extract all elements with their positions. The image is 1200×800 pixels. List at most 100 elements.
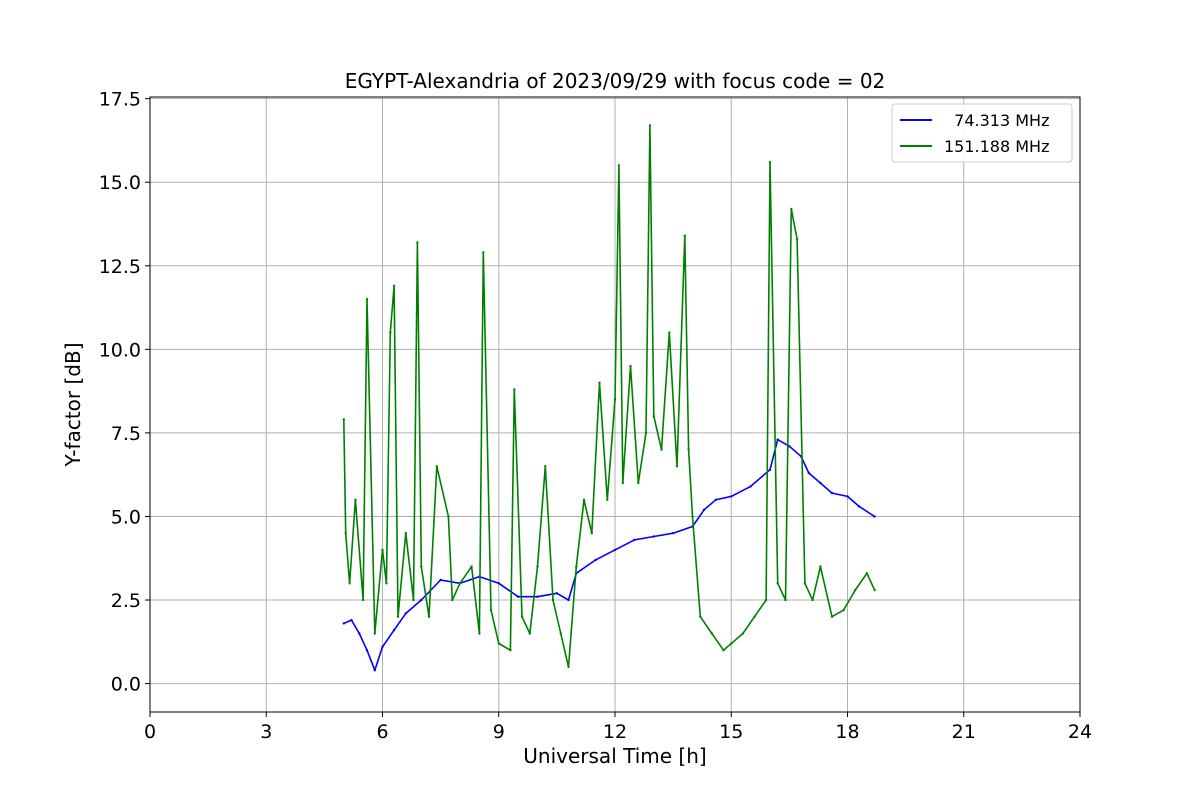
data-point xyxy=(873,515,876,518)
data-point xyxy=(613,398,617,401)
data-point xyxy=(784,598,787,602)
data-point xyxy=(687,448,690,451)
data-point xyxy=(350,618,353,622)
data-point xyxy=(420,565,423,568)
data-point xyxy=(544,465,547,468)
data-point xyxy=(470,565,473,568)
data-point xyxy=(497,582,500,585)
data-point xyxy=(633,538,636,542)
data-point xyxy=(865,572,869,575)
data-point xyxy=(683,234,686,237)
data-point xyxy=(846,495,849,498)
data-point xyxy=(606,498,609,501)
series-1 xyxy=(342,124,876,669)
data-point xyxy=(344,532,347,535)
data-point xyxy=(741,632,745,635)
x-tick-label: 18 xyxy=(835,721,859,743)
data-point xyxy=(830,615,834,618)
data-point xyxy=(404,532,407,535)
data-point xyxy=(536,565,539,568)
data-point xyxy=(509,649,512,652)
data-point xyxy=(668,331,671,334)
y-tick-label: 10.0 xyxy=(99,339,141,361)
data-point xyxy=(768,468,772,471)
data-point xyxy=(819,481,822,485)
data-point xyxy=(637,481,640,485)
y-tick-label: 2.5 xyxy=(111,590,141,612)
chart-title: EGYPT-Alexandria of 2023/09/29 with focu… xyxy=(345,69,886,93)
data-point xyxy=(342,622,345,625)
x-tick-label: 3 xyxy=(260,721,272,743)
data-point xyxy=(482,251,485,254)
data-point xyxy=(559,632,562,635)
legend-label: 151.188 MHz xyxy=(944,137,1049,156)
x-tick-label: 24 xyxy=(1068,721,1092,743)
data-point xyxy=(489,608,493,612)
data-point xyxy=(621,481,624,485)
data-point xyxy=(412,598,415,602)
data-point xyxy=(348,582,351,585)
data-point xyxy=(590,532,593,535)
plot-area xyxy=(342,124,876,672)
data-point xyxy=(613,548,617,552)
data-point xyxy=(594,558,597,562)
data-point xyxy=(753,615,756,618)
data-point xyxy=(497,642,500,645)
y-tick-label: 0.0 xyxy=(111,674,141,696)
x-axis-label: Universal Time [h] xyxy=(523,744,706,768)
data-point xyxy=(439,578,442,582)
data-point xyxy=(427,615,431,618)
data-point xyxy=(365,649,369,652)
data-point xyxy=(373,632,376,635)
data-point xyxy=(358,632,361,635)
data-point xyxy=(361,598,365,602)
data-point xyxy=(660,448,663,451)
data-point xyxy=(536,595,539,598)
data-point xyxy=(644,431,648,435)
data-point xyxy=(652,535,655,538)
data-point xyxy=(854,588,857,592)
data-point xyxy=(575,565,578,568)
x-tick-label: 6 xyxy=(376,721,388,743)
data-point xyxy=(342,418,345,421)
data-point xyxy=(714,498,717,501)
data-point xyxy=(691,515,694,518)
data-point xyxy=(749,485,752,488)
data-point xyxy=(392,284,396,287)
data-point xyxy=(385,582,388,585)
y-tick-label: 15.0 xyxy=(99,172,141,194)
data-point xyxy=(389,331,392,334)
data-point xyxy=(365,298,369,301)
data-point xyxy=(768,161,772,164)
data-point xyxy=(381,548,384,552)
data-point xyxy=(567,665,570,669)
data-point xyxy=(652,415,655,418)
data-point xyxy=(764,598,768,602)
data-point xyxy=(819,565,822,568)
data-point xyxy=(776,582,779,585)
data-point xyxy=(873,588,876,592)
data-point xyxy=(795,237,799,241)
x-tick-label: 0 xyxy=(144,721,156,743)
data-point xyxy=(722,649,725,652)
y-tick-label: 12.5 xyxy=(99,256,141,278)
x-tick-label: 12 xyxy=(603,721,627,743)
data-point xyxy=(811,598,814,602)
data-point xyxy=(447,515,450,518)
data-point xyxy=(435,465,438,468)
data-point xyxy=(416,241,419,244)
data-point xyxy=(710,632,714,635)
data-point xyxy=(671,532,675,535)
data-point xyxy=(598,381,601,384)
series-line xyxy=(343,438,876,672)
y-tick-label: 7.5 xyxy=(111,423,141,445)
y-axis-label: Y-factor [dB] xyxy=(61,342,85,467)
data-point xyxy=(730,495,733,498)
data-point xyxy=(675,465,679,468)
legend-box xyxy=(891,103,1073,163)
data-point xyxy=(520,615,524,618)
data-point xyxy=(842,608,845,612)
series-line xyxy=(343,124,876,668)
data-point xyxy=(513,388,516,391)
